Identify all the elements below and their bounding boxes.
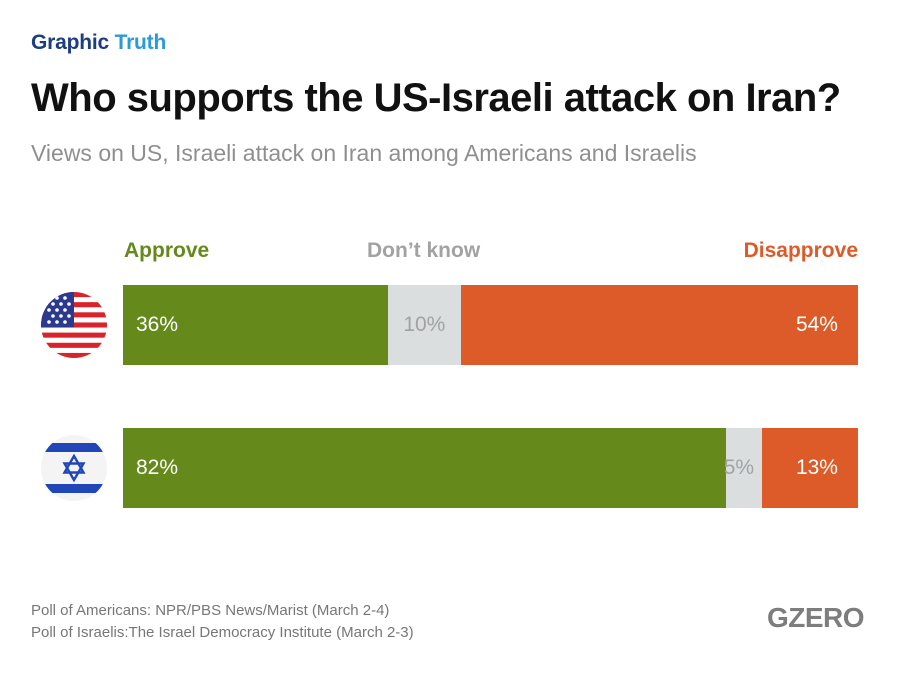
- chart-subtitle: Views on US, Israeli attack on Iran amon…: [31, 140, 697, 166]
- brand-label-first: Graphic: [31, 31, 109, 54]
- bar-disapprove-1: 13%: [762, 428, 858, 508]
- bar-dont-know-1: 5%: [723, 428, 763, 508]
- bar-row-israel: 82% 5% 13%: [123, 428, 858, 508]
- bar-label-disapprove-1: 13%: [795, 456, 838, 479]
- bar-dont-know-0: 10%: [387, 285, 462, 365]
- us-flag-icon: [41, 292, 107, 358]
- legend-dont-know: Don’t know: [367, 239, 481, 262]
- legend-approve: Approve: [124, 239, 210, 262]
- brand-label-second: Truth: [114, 31, 167, 54]
- source-note-israel: Poll of Israelis:The Israel Democracy In…: [31, 624, 414, 641]
- bar-label-approve-0: 36%: [136, 313, 179, 336]
- legend-disapprove: Disapprove: [743, 239, 858, 262]
- source-note-us: Poll of Americans: NPR/PBS News/Marist (…: [31, 602, 390, 619]
- bar-disapprove-0: 54%: [461, 285, 858, 365]
- chart-title: Who supports the US-Israeli attack on Ir…: [31, 76, 841, 120]
- israel-flag-icon: [41, 435, 107, 501]
- bar-label-disapprove-0: 54%: [795, 313, 838, 336]
- bar-approve-0: 36%: [123, 285, 388, 365]
- bar-label-approve-1: 82%: [136, 456, 179, 479]
- gzero-logo: GZERO: [767, 602, 865, 633]
- bar-label-dont-know-1: 5%: [723, 456, 755, 479]
- bar-label-dont-know-0: 10%: [403, 313, 446, 336]
- bar-approve-1: 82%: [123, 428, 726, 508]
- brand-label: Graphic Truth: [31, 31, 166, 55]
- bar-row-us: 36% 10% 54%: [123, 285, 858, 365]
